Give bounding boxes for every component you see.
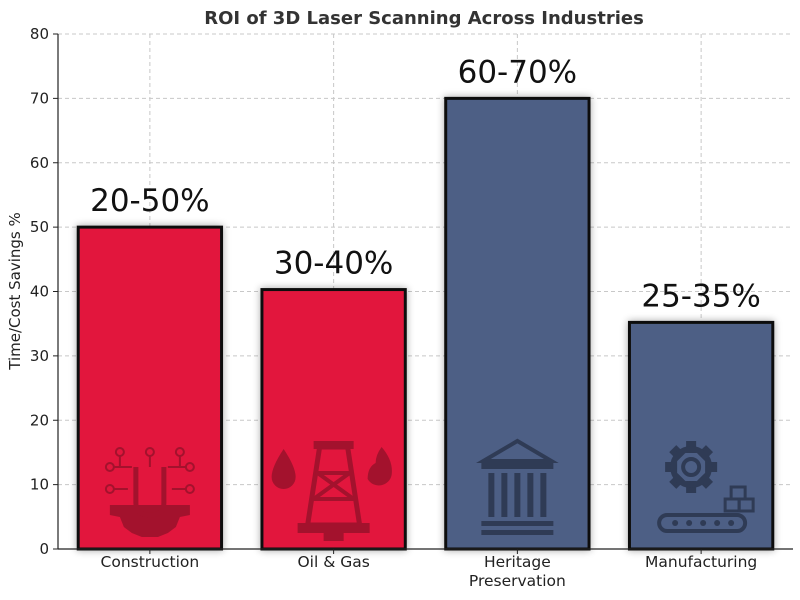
bars: 20-50% 30-40% 60-70% 25-35%	[76, 54, 775, 551]
bar-data-label: 20-50%	[90, 183, 210, 219]
bar-1	[260, 288, 407, 551]
y-tick-label: 70	[30, 89, 49, 107]
bar-group: 25-35%	[627, 278, 775, 551]
bar-0	[76, 225, 224, 551]
x-category-label: Heritage	[484, 553, 551, 571]
y-axis-label: Time/Cost Savings %	[6, 212, 24, 371]
bar-data-label: 30-40%	[274, 246, 394, 282]
x-category-label: Oil & Gas	[297, 553, 369, 571]
y-tick-label: 20	[30, 411, 49, 429]
x-category-label: Manufacturing	[645, 553, 757, 571]
y-tick-label: 50	[30, 218, 49, 236]
y-tick-label: 30	[30, 347, 49, 365]
oil-rig-icon	[271, 441, 392, 541]
bar-group: 30-40%	[260, 246, 407, 551]
y-tick-label: 40	[30, 283, 49, 301]
x-category-label: Preservation	[469, 572, 566, 590]
y-tick-label: 80	[30, 25, 49, 43]
chart-title: ROI of 3D Laser Scanning Across Industri…	[204, 8, 644, 29]
bar-group: 60-70%	[444, 54, 591, 551]
x-category-label: Construction	[101, 553, 200, 571]
y-tick-label: 60	[30, 154, 49, 172]
y-tick-label: 0	[39, 540, 49, 558]
bar-group: 20-50%	[76, 183, 224, 551]
y-tick-label: 10	[30, 476, 49, 494]
gear-conveyor-icon	[657, 441, 755, 533]
axes: 0 10 20 30 40 50 60 70 80 Construction Oil & Gas He…	[30, 25, 793, 590]
museum-columns-icon	[476, 438, 559, 535]
bar-data-label: 25-35%	[641, 278, 761, 314]
bar-data-label: 60-70%	[458, 54, 578, 90]
crane-gear-icon	[104, 447, 195, 537]
